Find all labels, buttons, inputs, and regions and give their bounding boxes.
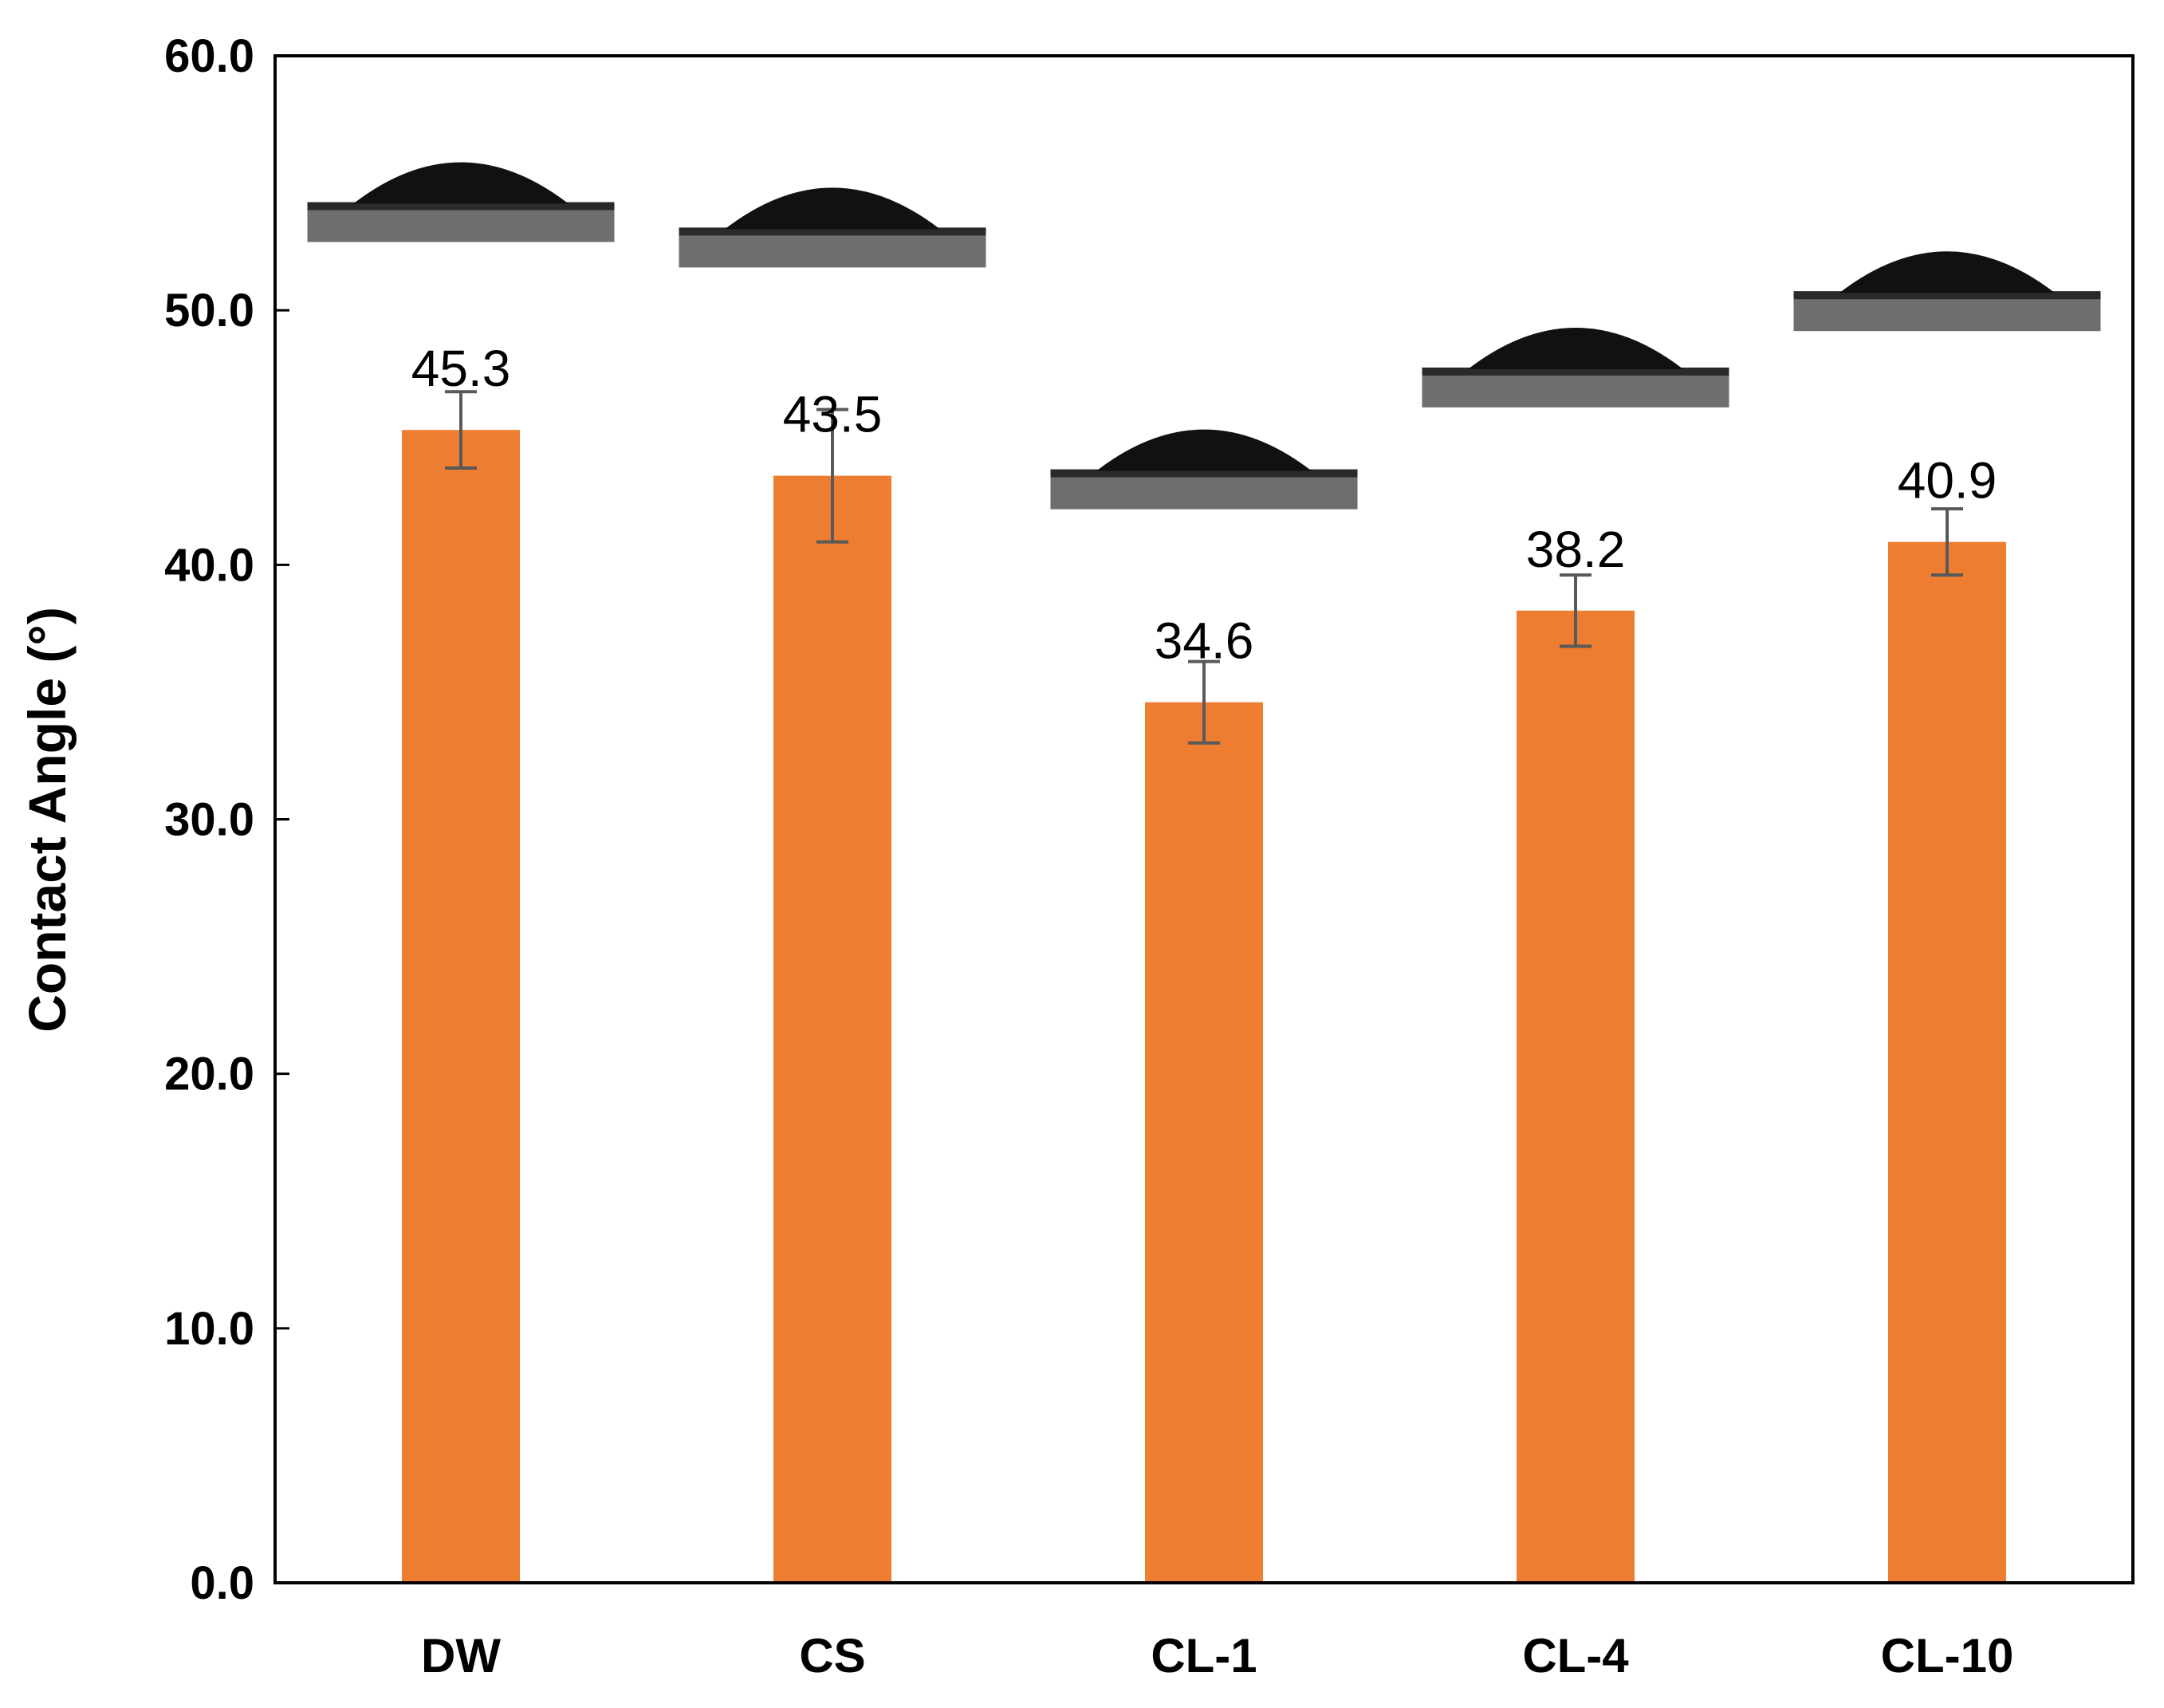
data-label-cl-4: 38.2	[1526, 521, 1626, 578]
substrate-edge	[679, 227, 986, 236]
data-label-cl-1: 34.6	[1155, 612, 1254, 670]
substrate-edge	[1422, 367, 1729, 376]
y-tick-label: 50.0	[164, 285, 254, 336]
y-tick-label: 20.0	[164, 1049, 254, 1100]
droplet-images	[307, 162, 2101, 510]
droplet-shape	[1839, 251, 2055, 293]
y-axis-title: Contact Angle (°)	[18, 607, 77, 1033]
droplet-shape	[1096, 429, 1312, 471]
data-labels: 45.3 43.5 34.6 38.2 40.9	[411, 340, 1997, 670]
y-axis-ticks: 0.0 10.0 20.0 30.0 40.0 50.0 60.0	[164, 30, 289, 1609]
x-tick-label-cs: CS	[799, 1629, 865, 1682]
y-tick-label: 0.0	[190, 1557, 254, 1609]
data-label-cl-10: 40.9	[1898, 452, 1997, 510]
x-tick-label-cl-4: CL-4	[1522, 1629, 1629, 1682]
bar-cs	[773, 475, 891, 1583]
substrate-edge	[307, 202, 615, 211]
bar-dw	[402, 430, 520, 1583]
substrate-edge	[1793, 291, 2101, 300]
error-bars	[445, 390, 1963, 745]
y-tick-label: 10.0	[164, 1303, 254, 1355]
y-tick-label: 60.0	[164, 30, 254, 82]
droplet-shape	[1468, 327, 1683, 369]
x-tick-label-cl-10: CL-10	[1881, 1629, 2014, 1682]
droplet-image-dw	[307, 162, 615, 242]
droplet-image-cl-10	[1793, 251, 2101, 332]
droplet-image-cs	[679, 187, 986, 268]
droplet-shape	[725, 187, 940, 230]
y-tick-label: 40.0	[164, 539, 254, 591]
bar-cl-10	[1888, 541, 2006, 1583]
x-axis-ticks: DW CS CL-1 CL-4 CL-10	[421, 1629, 2013, 1682]
droplet-image-cl-4	[1422, 327, 1729, 407]
data-label-cs: 43.5	[783, 386, 883, 443]
bars	[402, 430, 2006, 1583]
droplet-image-cl-1	[1050, 429, 1358, 510]
bar-cl-4	[1517, 610, 1635, 1583]
bar-cl-1	[1145, 702, 1263, 1583]
x-tick-label-cl-1: CL-1	[1151, 1629, 1257, 1682]
substrate-edge	[1050, 469, 1358, 478]
data-label-dw: 45.3	[411, 340, 511, 397]
y-tick-label: 30.0	[164, 794, 254, 846]
x-tick-label-dw: DW	[421, 1629, 501, 1682]
droplet-shape	[353, 162, 569, 204]
